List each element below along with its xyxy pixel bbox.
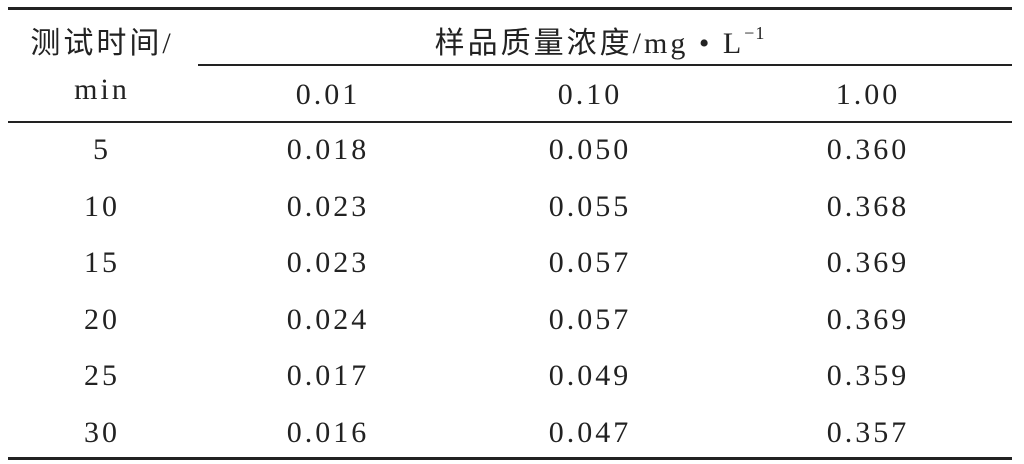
value-cell: 0.360 <box>826 133 910 166</box>
time-cell: 10 <box>84 189 120 223</box>
value-cell: 0.057 <box>548 246 632 280</box>
value-cell: 0.057 <box>548 302 632 336</box>
row-header-unit: min <box>74 73 130 106</box>
value-cell: 0.047 <box>548 416 632 449</box>
value-cell: 0.017 <box>286 359 370 393</box>
value-cell: 0.016 <box>286 416 370 449</box>
time-cell: 15 <box>84 246 120 280</box>
value-cell: 0.357 <box>826 416 910 449</box>
value-cell: 0.023 <box>286 246 370 280</box>
column-header: 1.00 <box>835 78 901 111</box>
bottom-rule <box>8 457 1012 460</box>
time-cell: 20 <box>84 302 120 336</box>
group-header-sup: −1 <box>744 23 766 43</box>
row-header: 测试时间/ <box>30 27 174 60</box>
time-cell: 30 <box>84 416 120 449</box>
value-cell: 0.018 <box>286 133 370 166</box>
value-cell: 0.023 <box>286 189 370 223</box>
value-cell: 0.359 <box>826 359 910 393</box>
top-rule <box>8 7 1012 10</box>
time-cell: 5 <box>93 133 111 166</box>
value-cell: 0.049 <box>548 359 632 393</box>
value-cell: 0.369 <box>826 246 910 280</box>
value-cell: 0.369 <box>826 302 910 336</box>
group-header-text: 样品质量浓度/mg • L <box>434 27 745 60</box>
time-cell: 25 <box>84 359 120 393</box>
group-header: 样品质量浓度/mg • L−1 <box>435 18 766 62</box>
value-cell: 0.024 <box>286 302 370 336</box>
column-header: 0.10 <box>557 78 623 111</box>
value-cell: 0.050 <box>548 133 632 166</box>
value-cell: 0.368 <box>826 189 910 223</box>
value-cell: 0.055 <box>548 189 632 223</box>
column-header: 0.01 <box>295 78 361 111</box>
header-rule <box>8 121 1012 123</box>
group-rule <box>198 64 1012 66</box>
